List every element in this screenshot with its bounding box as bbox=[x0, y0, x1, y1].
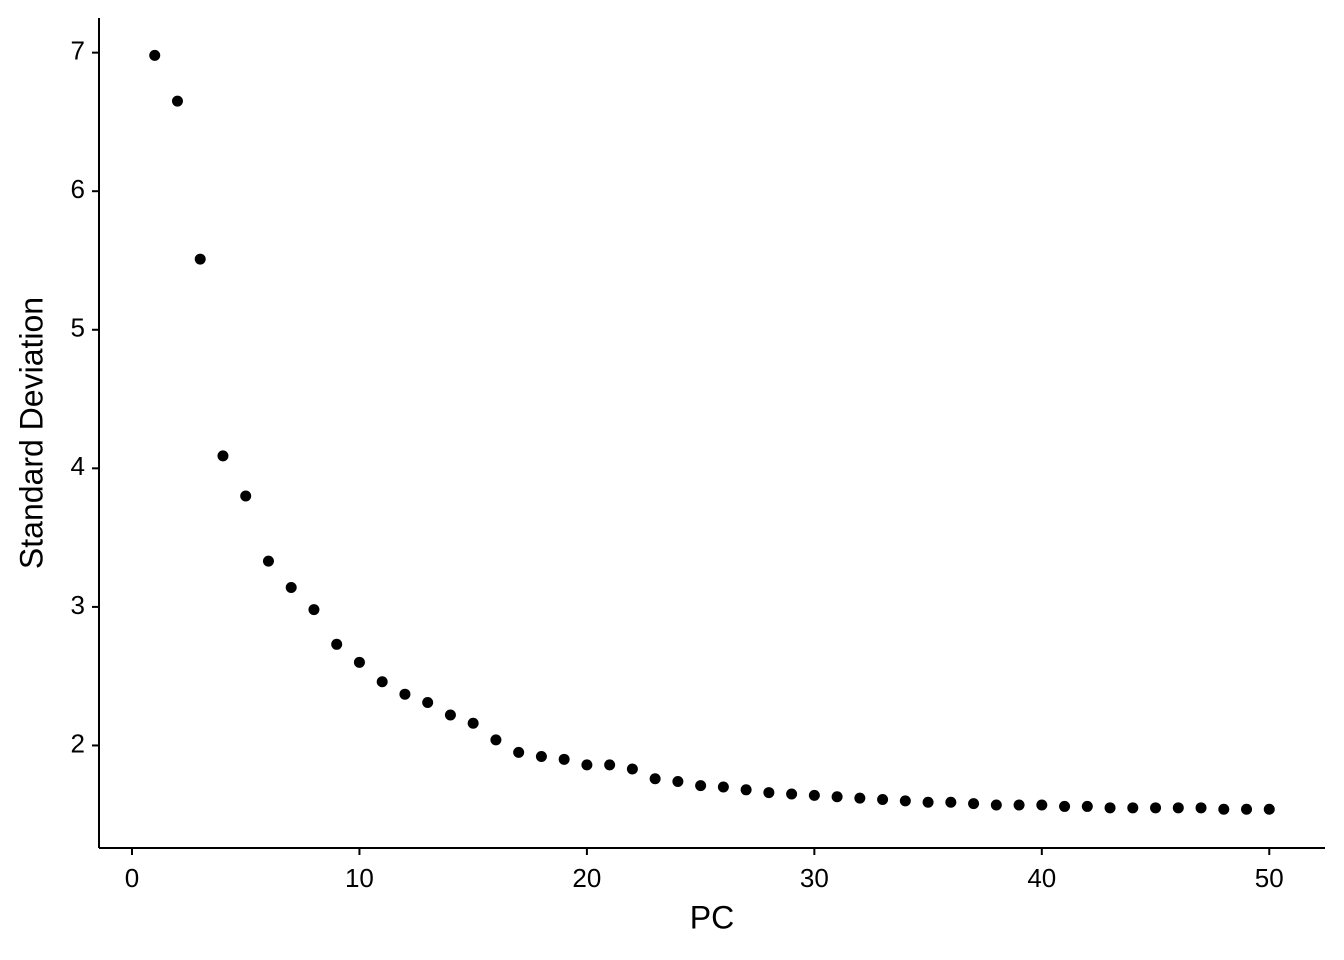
point bbox=[990, 799, 1002, 811]
point bbox=[968, 798, 980, 810]
point bbox=[922, 796, 934, 808]
point bbox=[285, 581, 297, 593]
point bbox=[399, 688, 411, 700]
point bbox=[240, 490, 252, 502]
point bbox=[1036, 799, 1048, 811]
x-tick-label: 40 bbox=[1027, 863, 1056, 893]
x-tick-label: 10 bbox=[345, 863, 374, 893]
point bbox=[171, 95, 183, 107]
point bbox=[1127, 802, 1139, 814]
point bbox=[376, 676, 388, 688]
point bbox=[581, 759, 593, 771]
point bbox=[467, 717, 479, 729]
point bbox=[1218, 803, 1230, 815]
point bbox=[695, 780, 707, 792]
point bbox=[672, 775, 684, 787]
y-tick-label: 7 bbox=[71, 36, 85, 66]
point bbox=[1172, 802, 1184, 814]
point bbox=[945, 796, 957, 808]
point bbox=[763, 787, 775, 799]
x-axis-title: PC bbox=[690, 899, 734, 935]
point bbox=[1081, 800, 1093, 812]
point bbox=[217, 450, 229, 462]
x-tick-label: 50 bbox=[1255, 863, 1284, 893]
point bbox=[262, 555, 274, 567]
x-tick-label: 20 bbox=[572, 863, 601, 893]
point bbox=[535, 751, 547, 763]
point bbox=[1195, 802, 1207, 814]
point bbox=[649, 773, 661, 785]
point bbox=[854, 792, 866, 804]
point bbox=[786, 788, 798, 800]
point bbox=[513, 746, 525, 758]
point bbox=[899, 795, 911, 807]
y-tick-label: 4 bbox=[71, 451, 85, 481]
y-tick-label: 3 bbox=[71, 590, 85, 620]
point bbox=[877, 794, 889, 806]
point bbox=[1263, 803, 1275, 815]
point bbox=[717, 781, 729, 793]
y-tick-label: 5 bbox=[71, 313, 85, 343]
x-tick-label: 0 bbox=[125, 863, 139, 893]
point bbox=[808, 789, 820, 801]
y-tick-label: 6 bbox=[71, 174, 85, 204]
point bbox=[626, 763, 638, 775]
point bbox=[149, 49, 161, 61]
point bbox=[490, 734, 502, 746]
point bbox=[444, 709, 456, 721]
point bbox=[831, 791, 843, 803]
point bbox=[194, 253, 206, 265]
point bbox=[353, 656, 365, 668]
x-tick-label: 30 bbox=[800, 863, 829, 893]
point bbox=[558, 753, 570, 765]
point bbox=[1150, 802, 1162, 814]
y-tick-label: 2 bbox=[71, 728, 85, 758]
point bbox=[1013, 799, 1025, 811]
point bbox=[1059, 800, 1071, 812]
point bbox=[308, 604, 320, 616]
point bbox=[422, 697, 434, 709]
point bbox=[1104, 802, 1116, 814]
point bbox=[331, 638, 343, 650]
point bbox=[604, 759, 616, 771]
point bbox=[1241, 803, 1253, 815]
y-axis-title: Standard Deviation bbox=[13, 297, 49, 569]
point bbox=[740, 784, 752, 796]
